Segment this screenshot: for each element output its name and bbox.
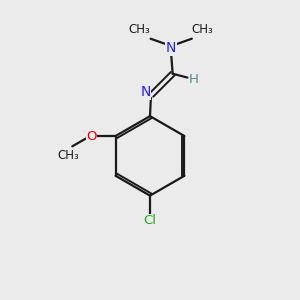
Text: Cl: Cl [143, 214, 157, 227]
Text: H: H [189, 73, 199, 86]
Text: N: N [140, 85, 151, 99]
Text: O: O [86, 130, 97, 142]
Text: CH₃: CH₃ [57, 149, 79, 162]
Text: CH₃: CH₃ [192, 23, 214, 36]
Text: CH₃: CH₃ [129, 23, 151, 36]
Text: N: N [166, 41, 176, 55]
